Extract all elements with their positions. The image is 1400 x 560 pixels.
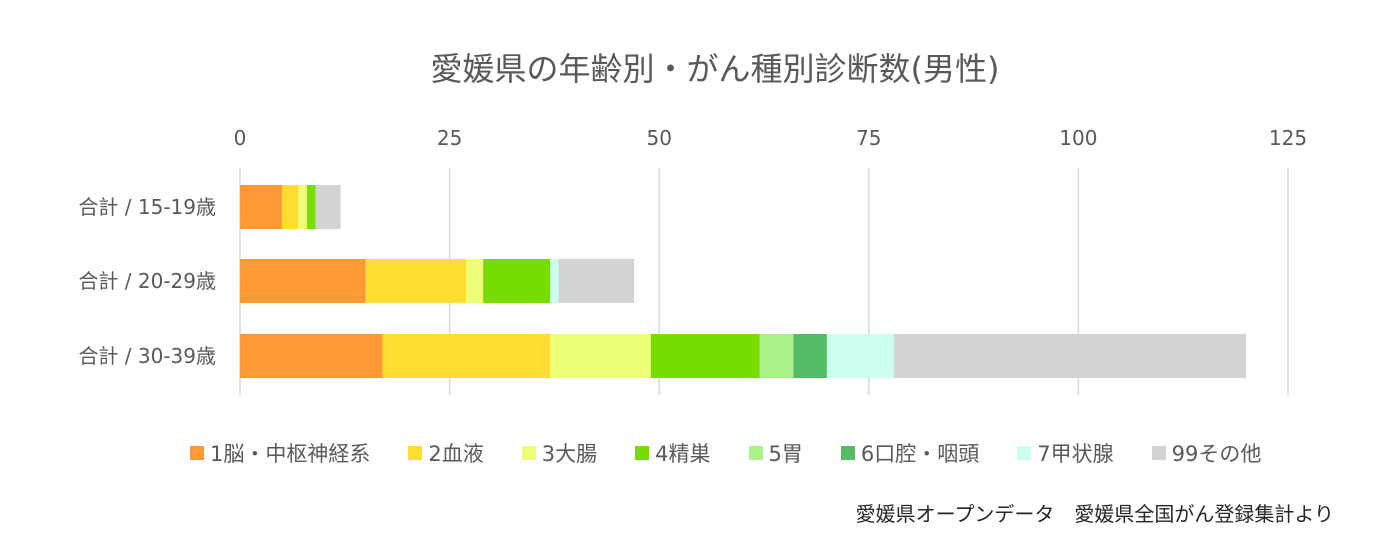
bars <box>240 185 1247 378</box>
bar-segment <box>307 185 316 229</box>
bar-segment <box>315 185 341 229</box>
legend: 1脳・中枢神経系 2血液 3大腸 4精巣 5胃 6口腔・咽頭 7甲状腺 99その他 <box>190 436 1290 470</box>
legend-item: 6口腔・咽頭 <box>840 438 980 468</box>
legend-item: 7甲状腺 <box>1017 438 1114 468</box>
chart-title: 愛媛県の年齢別・がん種別診断数(男性) <box>430 50 1000 88</box>
legend-item: 99その他 <box>1151 438 1262 468</box>
legend-swatch <box>408 446 423 460</box>
category-label: 合計 / 30-39歳 <box>78 344 216 368</box>
legend-label: 99その他 <box>1171 442 1262 466</box>
bar-segment <box>558 259 635 303</box>
bar-segment <box>483 259 551 303</box>
legend-item: 5胃 <box>748 438 803 468</box>
legend-label: 3大腸 <box>541 442 598 466</box>
x-tick-label: 100 <box>1059 126 1097 150</box>
bar-segment <box>240 334 383 378</box>
x-tick-label: 0 <box>234 126 247 150</box>
legend-label: 4精巣 <box>655 442 711 466</box>
legend-item: 4精巣 <box>635 438 711 468</box>
legend-label: 7甲状腺 <box>1037 442 1114 466</box>
bar-segment <box>550 259 559 303</box>
category-label: 合計 / 15-19歳 <box>78 195 216 219</box>
legend-label: 6口腔・咽頭 <box>860 442 980 466</box>
legend-swatch <box>190 446 204 460</box>
legend-swatch <box>748 446 763 460</box>
legend-label: 1脳・中枢神経系 <box>210 442 371 466</box>
bar-segment <box>759 334 794 378</box>
legend-swatch <box>1151 446 1166 460</box>
legend-swatch <box>521 446 536 460</box>
x-tick-label: 75 <box>856 126 881 150</box>
bar-segment <box>826 334 894 378</box>
legend-item: 2血液 <box>408 438 484 468</box>
x-tick-label: 50 <box>646 126 671 150</box>
bar-segment <box>893 334 1247 378</box>
bar-segment <box>365 259 467 303</box>
category-label: 合計 / 20-29歳 <box>78 269 216 293</box>
legend-label: 2血液 <box>428 442 484 466</box>
bar-segment <box>382 334 551 378</box>
legend-label: 5胃 <box>768 442 803 466</box>
bar-segment <box>240 259 366 303</box>
bar-segment <box>240 185 282 229</box>
bar-segment <box>466 259 484 303</box>
x-axis-tick-labels: 0 25 50 75 100 125 <box>234 126 1307 150</box>
legend-item: 1脳・中枢神経系 <box>190 438 370 468</box>
legend-swatch <box>635 446 650 460</box>
legend-item: 3大腸 <box>521 438 598 468</box>
legend-swatch <box>840 446 855 460</box>
legend-swatch <box>1017 446 1032 460</box>
bar-segment <box>793 334 827 378</box>
source-note: 愛媛県オープンデータ 愛媛県全国がん登録集計より <box>855 502 1334 526</box>
bar-segment <box>550 334 651 378</box>
bar-segment <box>281 185 299 229</box>
bar-segment <box>298 185 308 229</box>
x-tick-label: 25 <box>437 126 462 150</box>
bar-segment <box>650 334 760 378</box>
x-tick-label: 125 <box>1269 126 1307 150</box>
